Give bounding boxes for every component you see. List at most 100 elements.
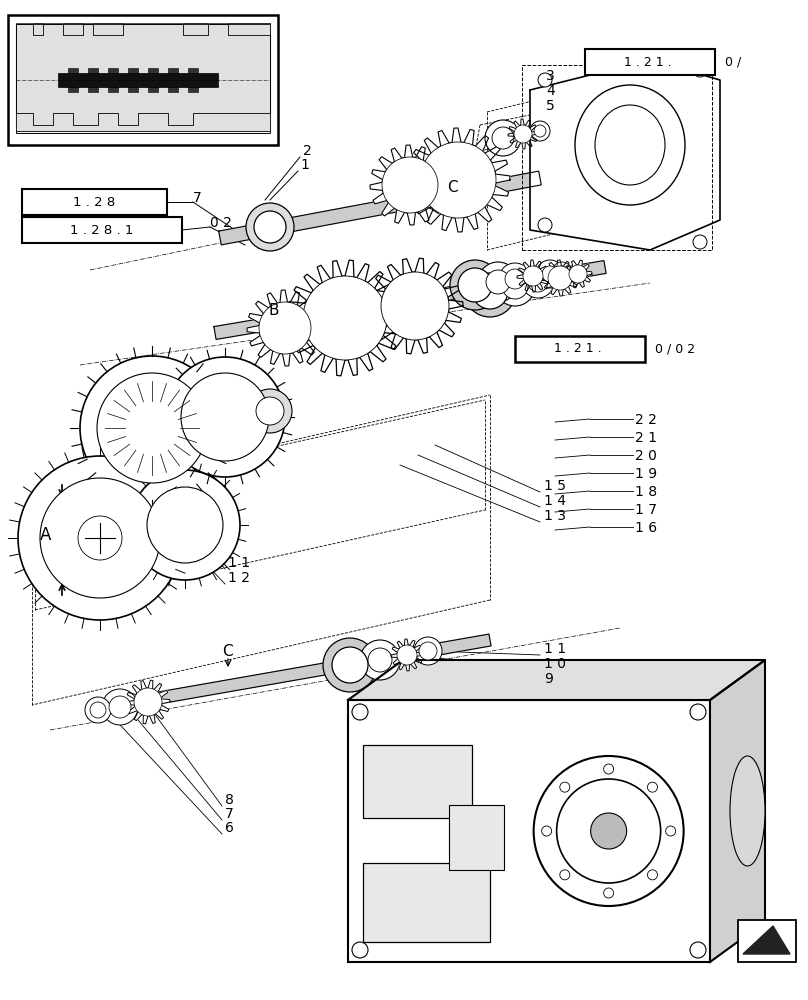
Ellipse shape: [522, 266, 554, 298]
Text: 1 7: 1 7: [635, 503, 657, 517]
Ellipse shape: [534, 125, 546, 137]
Text: 2: 2: [303, 144, 311, 158]
Ellipse shape: [332, 647, 368, 683]
Polygon shape: [370, 145, 450, 225]
Ellipse shape: [134, 688, 162, 716]
Ellipse shape: [514, 125, 532, 143]
Ellipse shape: [485, 120, 521, 156]
Text: 0 / 0 2: 0 / 0 2: [655, 342, 695, 356]
Circle shape: [560, 870, 570, 880]
Text: C: C: [447, 180, 457, 195]
Ellipse shape: [303, 276, 387, 360]
Text: 1 0: 1 0: [544, 657, 566, 671]
Polygon shape: [391, 639, 423, 671]
Bar: [363, 745, 472, 818]
Circle shape: [693, 63, 707, 77]
Polygon shape: [219, 171, 541, 245]
Polygon shape: [214, 261, 606, 339]
Polygon shape: [16, 24, 270, 125]
Circle shape: [538, 218, 552, 232]
Bar: [58, 73, 218, 87]
Ellipse shape: [528, 272, 548, 292]
Text: 8: 8: [225, 793, 234, 807]
Ellipse shape: [548, 266, 572, 290]
Ellipse shape: [478, 262, 518, 302]
Ellipse shape: [414, 637, 442, 665]
Polygon shape: [743, 926, 790, 954]
Ellipse shape: [259, 302, 311, 354]
Polygon shape: [530, 60, 720, 250]
Text: 1 1: 1 1: [544, 642, 566, 656]
Bar: [68, 68, 78, 92]
Circle shape: [538, 73, 552, 87]
Ellipse shape: [419, 642, 437, 660]
Ellipse shape: [360, 640, 400, 680]
Ellipse shape: [458, 268, 492, 302]
Bar: [449, 805, 503, 870]
Bar: [8, 15, 278, 145]
Bar: [188, 68, 198, 92]
Bar: [522, 65, 712, 250]
Text: B: B: [268, 303, 279, 318]
Ellipse shape: [165, 357, 285, 477]
Polygon shape: [367, 258, 463, 354]
Ellipse shape: [420, 142, 496, 218]
Bar: [585, 49, 715, 75]
Ellipse shape: [147, 487, 223, 563]
Bar: [148, 68, 158, 92]
Polygon shape: [287, 260, 403, 376]
Text: 1: 1: [301, 158, 309, 172]
Ellipse shape: [552, 262, 572, 282]
Ellipse shape: [181, 373, 269, 461]
Bar: [128, 68, 138, 92]
Ellipse shape: [382, 157, 438, 213]
Text: 1 4: 1 4: [544, 494, 566, 508]
Text: 9: 9: [544, 672, 553, 686]
Ellipse shape: [464, 265, 516, 317]
Ellipse shape: [323, 638, 377, 692]
Bar: [515, 336, 645, 362]
Ellipse shape: [472, 273, 508, 309]
Ellipse shape: [530, 121, 550, 141]
Text: 7: 7: [225, 807, 234, 821]
Text: 5: 5: [546, 99, 555, 113]
Ellipse shape: [248, 389, 292, 433]
Text: 4: 4: [546, 84, 555, 98]
Ellipse shape: [40, 478, 160, 598]
Bar: [108, 68, 118, 92]
Text: 2 0: 2 0: [635, 449, 657, 463]
Polygon shape: [406, 128, 510, 232]
Text: 1 5: 1 5: [544, 479, 566, 493]
Text: 0 /: 0 /: [725, 55, 741, 68]
Circle shape: [557, 779, 661, 883]
Polygon shape: [348, 660, 765, 700]
Circle shape: [690, 942, 706, 958]
Circle shape: [352, 704, 368, 720]
Circle shape: [666, 826, 675, 836]
Ellipse shape: [109, 696, 131, 718]
Bar: [168, 68, 178, 92]
Polygon shape: [16, 24, 270, 131]
Text: 0 2: 0 2: [210, 216, 232, 230]
Ellipse shape: [523, 266, 543, 286]
Ellipse shape: [85, 697, 111, 723]
Ellipse shape: [254, 211, 286, 243]
Ellipse shape: [102, 689, 138, 725]
Ellipse shape: [499, 263, 531, 295]
Ellipse shape: [502, 273, 528, 299]
Polygon shape: [247, 290, 323, 366]
Ellipse shape: [542, 266, 558, 282]
Circle shape: [560, 782, 570, 792]
Ellipse shape: [595, 105, 665, 185]
Ellipse shape: [495, 266, 535, 306]
Text: A: A: [40, 526, 52, 544]
Ellipse shape: [397, 645, 417, 665]
Text: 3: 3: [546, 69, 555, 83]
Circle shape: [352, 942, 368, 958]
Polygon shape: [517, 260, 549, 292]
Ellipse shape: [80, 356, 224, 500]
Circle shape: [604, 888, 613, 898]
Polygon shape: [564, 260, 592, 288]
Ellipse shape: [505, 269, 525, 289]
Polygon shape: [710, 660, 765, 962]
